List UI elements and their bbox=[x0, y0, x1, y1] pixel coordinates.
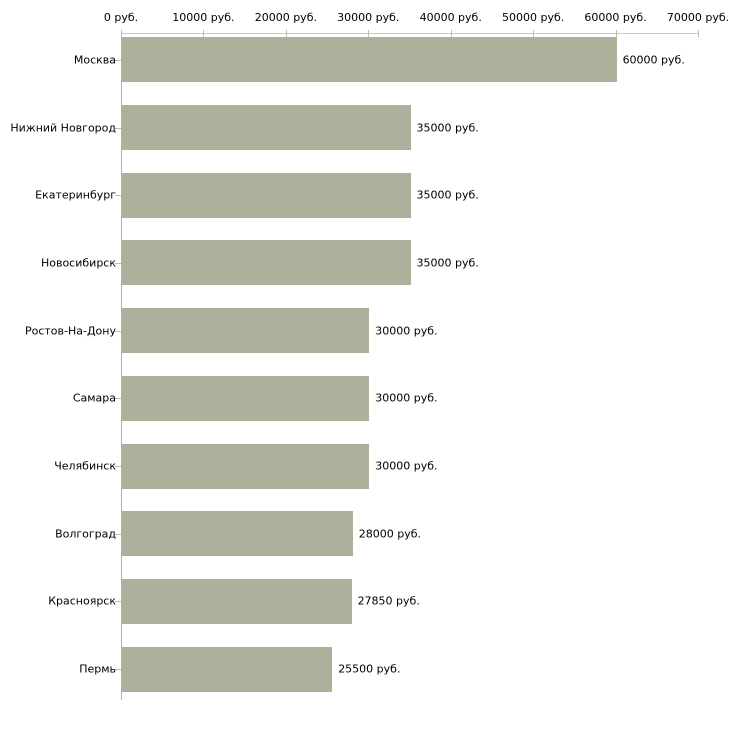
category-label: Екатеринбург bbox=[35, 188, 116, 202]
x-tick-label: 40000 руб. bbox=[419, 11, 482, 24]
value-label: 30000 руб. bbox=[375, 391, 438, 405]
y-tick-mark bbox=[115, 398, 121, 400]
value-label: 60000 руб. bbox=[622, 53, 685, 67]
y-tick-mark bbox=[115, 127, 121, 129]
value-label: 30000 руб. bbox=[375, 459, 438, 473]
bar bbox=[122, 443, 370, 489]
bar bbox=[122, 172, 411, 218]
category-label: Нижний Новгород bbox=[10, 121, 116, 134]
x-tick-mark bbox=[285, 30, 287, 37]
x-tick-mark bbox=[121, 30, 122, 37]
x-axis-line bbox=[121, 33, 699, 34]
x-tick-label: 30000 руб. bbox=[337, 11, 400, 24]
x-tick-mark bbox=[615, 30, 617, 37]
x-tick-label: 20000 руб. bbox=[254, 11, 317, 24]
bar bbox=[122, 646, 333, 692]
x-tick-label: 50000 руб. bbox=[502, 11, 565, 24]
y-tick-mark bbox=[115, 466, 121, 467]
category-label: Челябинск bbox=[54, 459, 116, 473]
y-axis-line bbox=[121, 33, 122, 700]
bar bbox=[122, 308, 370, 354]
bar bbox=[122, 240, 411, 286]
value-label: 35000 руб. bbox=[416, 121, 479, 134]
value-label: 35000 руб. bbox=[416, 188, 479, 202]
y-tick-mark bbox=[115, 262, 121, 264]
category-label: Красноярск bbox=[48, 594, 116, 608]
category-label: Волгоград bbox=[55, 527, 116, 541]
category-label: Самара bbox=[72, 391, 116, 405]
value-label: 28000 руб. bbox=[358, 527, 422, 541]
bar bbox=[122, 37, 617, 83]
x-tick-mark bbox=[533, 30, 535, 37]
x-tick-label: 0 руб. bbox=[103, 11, 139, 24]
x-tick-label: 10000 руб. bbox=[172, 11, 235, 24]
y-tick-mark bbox=[115, 330, 121, 332]
bar bbox=[122, 578, 352, 624]
x-tick-mark bbox=[203, 30, 205, 37]
y-tick-mark bbox=[115, 195, 121, 197]
value-label: 25500 руб. bbox=[338, 662, 401, 676]
y-tick-mark bbox=[115, 59, 121, 61]
category-label: Пермь bbox=[79, 662, 116, 676]
x-tick-mark bbox=[698, 30, 699, 37]
bar bbox=[122, 375, 370, 421]
category-label: Новосибирск bbox=[40, 256, 116, 270]
y-tick-mark bbox=[115, 533, 121, 535]
bar bbox=[122, 105, 411, 150]
value-label: 30000 руб. bbox=[375, 324, 438, 338]
x-tick-label: 70000 руб. bbox=[666, 11, 730, 24]
value-label: 35000 руб. bbox=[416, 256, 479, 270]
x-tick-label: 60000 руб. bbox=[584, 11, 647, 24]
y-tick-mark bbox=[115, 669, 121, 671]
category-label: Ростов-На-Дону bbox=[24, 324, 116, 338]
y-tick-mark bbox=[115, 601, 121, 603]
bar bbox=[122, 511, 353, 557]
value-label: 27850 руб. bbox=[357, 594, 420, 608]
category-label: Москва bbox=[73, 53, 116, 67]
x-tick-mark bbox=[450, 30, 452, 37]
x-tick-mark bbox=[368, 30, 370, 37]
